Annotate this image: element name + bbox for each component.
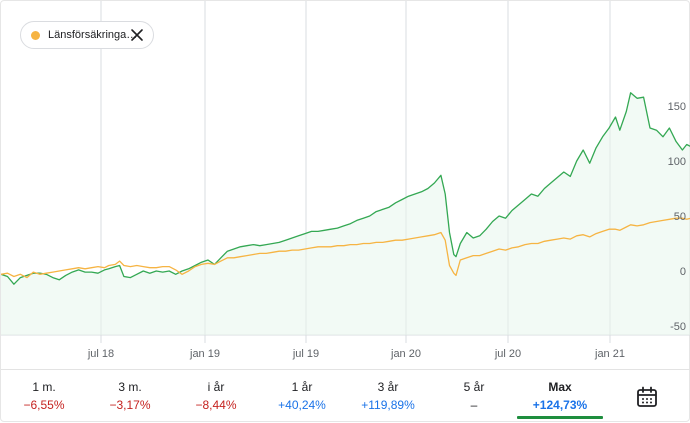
y-tick-label: 150 xyxy=(668,101,686,113)
tab-change: +119,89% xyxy=(361,398,415,412)
y-tick-label: 100 xyxy=(668,156,686,168)
tab-1y[interactable]: 1 år +40,24% xyxy=(259,370,345,423)
x-tick-label: jan 19 xyxy=(189,348,220,360)
tab-max[interactable]: Max +124,73% xyxy=(517,370,603,423)
tab-label: i år xyxy=(207,380,225,394)
tab-label: 1 år xyxy=(291,380,313,394)
tab-5y[interactable]: 5 år – xyxy=(431,370,517,423)
price-chart: jul 18 jan 19 jul 19 jan 20 jul 20 jan 21 150 1… xyxy=(1,1,690,360)
x-tick-label: jul 20 xyxy=(494,348,521,360)
y-tick-label: -50 xyxy=(670,321,686,333)
period-tabs: 1 m. −6,55% 3 m. −3,17% i år −8,44% 1 år… xyxy=(1,369,690,423)
tab-change: +124,73% xyxy=(532,398,588,412)
legend-label: Länsförsäkringa… xyxy=(48,29,138,41)
tab-3y[interactable]: 3 år +119,89% xyxy=(345,370,431,423)
tab-ytd[interactable]: i år −8,44% xyxy=(173,370,259,423)
calendar-icon xyxy=(637,386,657,407)
series-line-green xyxy=(1,92,690,285)
calendar-button[interactable] xyxy=(603,370,690,423)
tab-change: +40,24% xyxy=(278,398,326,412)
x-tick-label: jul 19 xyxy=(292,348,319,360)
series-area-fill xyxy=(1,92,690,335)
y-tick-label: 50 xyxy=(674,211,686,223)
legend-color-dot xyxy=(31,30,40,40)
y-tick-label: 0 xyxy=(680,266,686,278)
tab-change: −8,44% xyxy=(195,398,237,412)
close-icon[interactable] xyxy=(129,27,145,43)
tab-change: −3,17% xyxy=(109,398,151,412)
x-tick-label: jul 18 xyxy=(87,348,114,360)
tab-change: −6,55% xyxy=(23,398,65,412)
tab-label: 5 år xyxy=(463,380,485,394)
tab-label: 1 m. xyxy=(32,380,56,394)
selected-tab-indicator xyxy=(517,416,603,419)
tab-label: Max xyxy=(548,380,572,394)
legend-chip[interactable]: Länsförsäkringa… xyxy=(20,21,154,49)
series-line-orange xyxy=(1,217,690,279)
tab-1m[interactable]: 1 m. −6,55% xyxy=(1,370,87,423)
tab-label: 3 år xyxy=(377,380,399,394)
x-tick-label: jan 20 xyxy=(390,348,421,360)
x-tick-label: jan 21 xyxy=(594,348,625,360)
tab-3m[interactable]: 3 m. −3,17% xyxy=(87,370,173,423)
tab-change: – xyxy=(470,398,478,412)
tab-label: 3 m. xyxy=(118,380,142,394)
